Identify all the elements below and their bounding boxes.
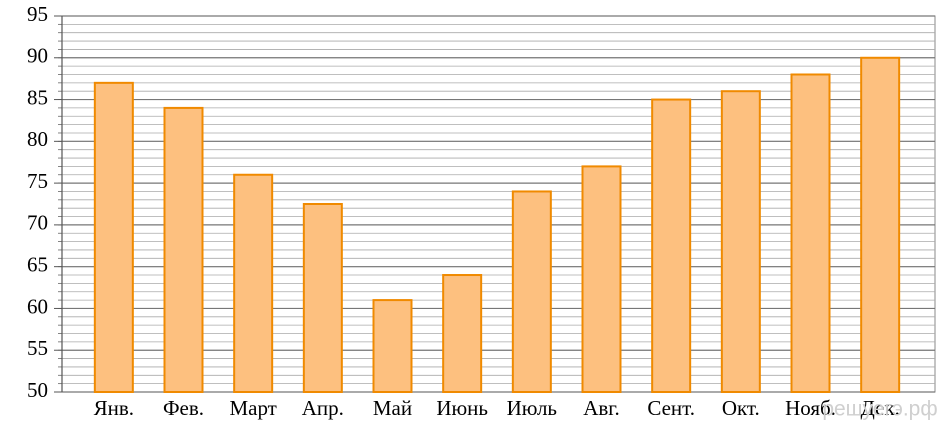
x-tick-label: Май [373, 396, 412, 420]
bar [302, 203, 343, 393]
y-tick-label: 85 [27, 85, 48, 109]
y-tick-label: 50 [27, 378, 48, 402]
y-tick-label: 95 [27, 2, 48, 26]
bar [163, 106, 204, 394]
bar [651, 98, 692, 394]
bar [720, 90, 761, 393]
x-tick-label: Июль [507, 396, 557, 420]
y-tick-label: 90 [27, 44, 48, 68]
x-tick-label: Нояб. [785, 396, 836, 420]
x-tick-label: Апр. [302, 396, 344, 420]
y-tick-label: 70 [27, 211, 48, 235]
y-tick-label: 75 [27, 169, 48, 193]
bar [790, 73, 831, 393]
y-tick-label: 80 [27, 127, 48, 151]
bar [93, 81, 134, 393]
watermark: решуегэ.рф [822, 398, 937, 421]
bar [860, 56, 901, 394]
x-tick-label: Янв. [94, 396, 134, 420]
bar [442, 274, 483, 393]
x-tick-label: Окт. [722, 396, 760, 420]
y-tick-label: 60 [27, 294, 48, 318]
plot-area [61, 15, 936, 393]
x-tick-label: Июнь [436, 396, 488, 420]
x-tick-label: Дек. [860, 396, 899, 420]
bar [233, 173, 274, 393]
y-tick-label: 55 [27, 336, 48, 360]
bar [511, 190, 552, 393]
bar [372, 299, 413, 394]
x-tick-label: Фев. [163, 396, 204, 420]
x-tick-label: Сент. [647, 396, 695, 420]
x-tick-label: Авг. [583, 396, 620, 420]
x-tick-label: Март [229, 396, 276, 420]
y-tick-label: 65 [27, 252, 48, 276]
bar [581, 165, 622, 393]
